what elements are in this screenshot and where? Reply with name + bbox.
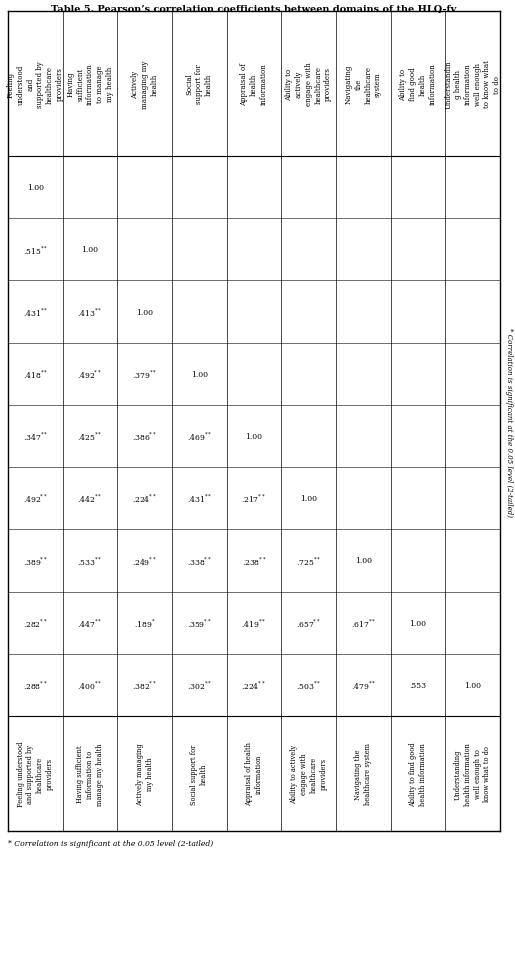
Text: .389$^{**}$: .389$^{**}$ [23, 554, 48, 567]
Text: Appraisal of health
information: Appraisal of health information [245, 742, 263, 805]
Text: 1.00: 1.00 [355, 556, 372, 565]
Text: .413$^{**}$: .413$^{**}$ [77, 306, 102, 318]
Text: .288$^{**}$: .288$^{**}$ [23, 679, 48, 691]
Text: Actively
managing my
health: Actively managing my health [131, 61, 159, 109]
Text: .400$^{**}$: .400$^{**}$ [77, 679, 102, 691]
Text: Having sufficient
information to
manage my health: Having sufficient information to manage … [76, 743, 104, 805]
Text: .189$^{*}$: .189$^{*}$ [134, 617, 156, 629]
Text: .382$^{**}$: .382$^{**}$ [132, 679, 157, 691]
Text: Having
sufficient
information
to manage
my health: Having sufficient information to manage … [66, 63, 114, 106]
Text: Understandin
g health
information
well enough
to know what
to do: Understandin g health information well e… [444, 61, 501, 109]
Text: .479$^{**}$: .479$^{**}$ [351, 679, 376, 691]
Text: 1.00: 1.00 [300, 495, 317, 503]
Text: 1.00: 1.00 [246, 432, 263, 440]
Text: .419$^{**}$: .419$^{**}$ [242, 617, 267, 629]
Text: Table 5. Pearson’s correlation coefficients between domains of the HLQ-fv: Table 5. Pearson’s correlation coefficie… [52, 5, 457, 14]
Text: Social support for
health: Social support for health [191, 744, 208, 803]
Text: .386$^{**}$: .386$^{**}$ [132, 431, 157, 443]
Text: .617$^{**}$: .617$^{**}$ [351, 617, 376, 629]
Text: 1.00: 1.00 [27, 184, 44, 192]
Text: .217$^{**}$: .217$^{**}$ [242, 492, 267, 505]
Text: Social
support for
health: Social support for health [185, 64, 213, 105]
Text: Understanding
health information
well enough to
know what to do: Understanding health information well en… [454, 742, 491, 805]
Text: .347$^{**}$: .347$^{**}$ [23, 431, 48, 443]
Text: Appraisal of
health
information: Appraisal of health information [240, 63, 268, 106]
Text: Navigating the
healthcare system: Navigating the healthcare system [354, 743, 372, 804]
Text: .442$^{**}$: .442$^{**}$ [77, 492, 102, 505]
Text: Ability to find good
health information: Ability to find good health information [409, 742, 427, 806]
Text: * Correlation is significant at the 0.05 level (2-tailed): * Correlation is significant at the 0.05… [8, 839, 213, 847]
Text: 1.00: 1.00 [409, 619, 426, 627]
Text: .249$^{**}$: .249$^{**}$ [132, 554, 157, 567]
Text: * Correlation is significant at the 0.05 level (2-tailed): * Correlation is significant at the 0.05… [505, 327, 513, 516]
Text: .533$^{**}$: .533$^{**}$ [77, 554, 102, 567]
Text: .418$^{**}$: .418$^{**}$ [23, 368, 48, 381]
Text: .553: .553 [409, 681, 426, 689]
Text: .431$^{**}$: .431$^{**}$ [186, 492, 212, 505]
Text: .282$^{**}$: .282$^{**}$ [23, 617, 48, 629]
Text: .447$^{**}$: .447$^{**}$ [77, 617, 102, 629]
Text: Actively managing
my health: Actively managing my health [136, 743, 153, 805]
Text: Feeling
understood
and
supported by
healthcare
providers: Feeling understood and supported by heal… [7, 62, 64, 108]
Text: Ability to actively
engage with
healthcare
providers: Ability to actively engage with healthca… [290, 744, 328, 803]
Text: Navigating
the
healthcare
system: Navigating the healthcare system [345, 64, 382, 104]
Text: .515$^{**}$: .515$^{**}$ [23, 244, 48, 257]
Text: .338$^{**}$: .338$^{**}$ [187, 554, 212, 567]
Text: .431$^{**}$: .431$^{**}$ [23, 306, 48, 318]
Text: .224$^{**}$: .224$^{**}$ [242, 679, 267, 691]
Text: .725$^{**}$: .725$^{**}$ [296, 554, 321, 567]
Text: Ability to
find good
health
information: Ability to find good health information [399, 63, 437, 106]
Text: 1.00: 1.00 [191, 370, 208, 379]
Text: .425$^{**}$: .425$^{**}$ [77, 431, 102, 443]
Text: .503$^{**}$: .503$^{**}$ [296, 679, 321, 691]
Text: .302$^{**}$: .302$^{**}$ [186, 679, 212, 691]
Text: .492$^{**}$: .492$^{**}$ [23, 492, 48, 505]
Text: 1.00: 1.00 [136, 308, 153, 316]
Text: .359$^{**}$: .359$^{**}$ [187, 617, 212, 629]
Text: Ability to
actively
engage with
healthcare
providers: Ability to actively engage with healthca… [285, 62, 332, 107]
Text: .469$^{**}$: .469$^{**}$ [186, 431, 212, 443]
Text: 1.00: 1.00 [81, 246, 98, 254]
Text: .238$^{**}$: .238$^{**}$ [242, 554, 266, 567]
Text: 1.00: 1.00 [464, 681, 481, 689]
Text: Feeling understood
and supported by
healthcare
providers: Feeling understood and supported by heal… [16, 741, 54, 806]
Text: .492$^{**}$: .492$^{**}$ [77, 368, 102, 381]
Text: .657$^{**}$: .657$^{**}$ [296, 617, 321, 629]
Text: .224$^{**}$: .224$^{**}$ [132, 492, 157, 505]
Text: .379$^{**}$: .379$^{**}$ [132, 368, 157, 381]
